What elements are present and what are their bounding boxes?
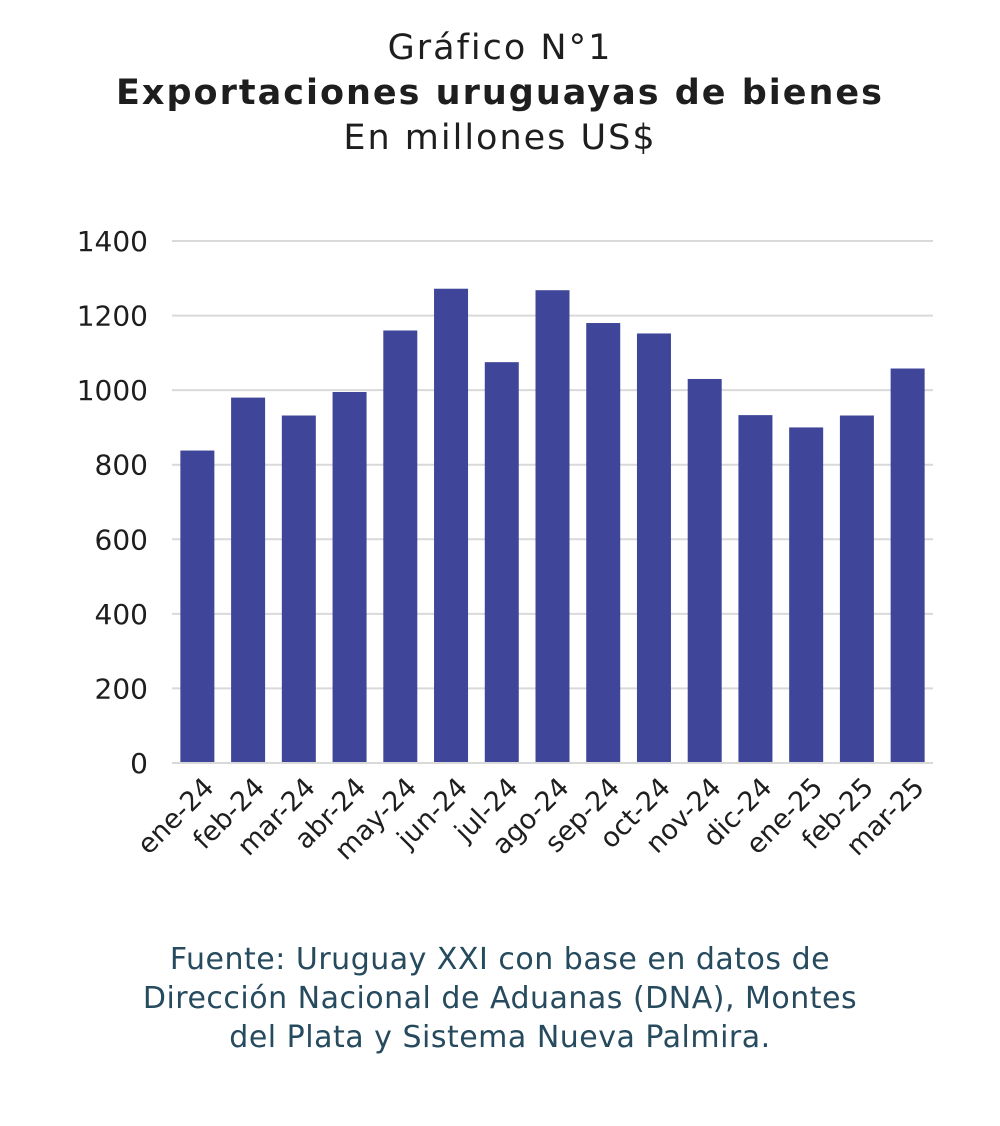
bar: [180, 450, 215, 763]
chart-number: Gráfico N°1: [387, 28, 613, 68]
y-tick-label: 600: [95, 523, 148, 556]
chart-units: En millones US$: [343, 118, 657, 158]
y-tick-label: 1400: [77, 225, 148, 258]
bar: [687, 378, 722, 763]
bar: [535, 290, 570, 763]
y-tick-label: 400: [95, 598, 148, 631]
bar: [636, 333, 671, 763]
bar: [434, 288, 469, 763]
bar: [281, 415, 316, 763]
y-tick-label: 0: [130, 747, 148, 780]
source-line: Dirección Nacional de Aduanas (DNA), Mon…: [142, 981, 858, 1016]
chart-title: Exportaciones uruguayas de bienes: [116, 73, 884, 113]
chart-titles: Gráfico N°1 Exportaciones uruguayas de b…: [0, 26, 1000, 160]
y-tick-label: 800: [95, 449, 148, 482]
bar: [890, 368, 925, 763]
bar: [383, 330, 418, 763]
bar: [586, 323, 621, 763]
source-line: del Plata y Sistema Nueva Palmira.: [229, 1020, 771, 1055]
bar: [484, 362, 519, 763]
bar-chart: 0200400600800100012001400ene-24feb-24mar…: [77, 225, 933, 866]
bar: [839, 415, 874, 763]
bar: [738, 415, 773, 763]
source-note: Fuente: Uruguay XXI con base en datos de…: [0, 940, 1000, 1057]
bar: [231, 397, 266, 763]
source-line: Fuente: Uruguay XXI con base en datos de: [169, 942, 831, 977]
y-tick-label: 200: [95, 672, 148, 705]
y-tick-label: 1200: [77, 300, 148, 333]
bar: [332, 392, 367, 763]
bar: [789, 427, 824, 763]
y-tick-label: 1000: [77, 374, 148, 407]
